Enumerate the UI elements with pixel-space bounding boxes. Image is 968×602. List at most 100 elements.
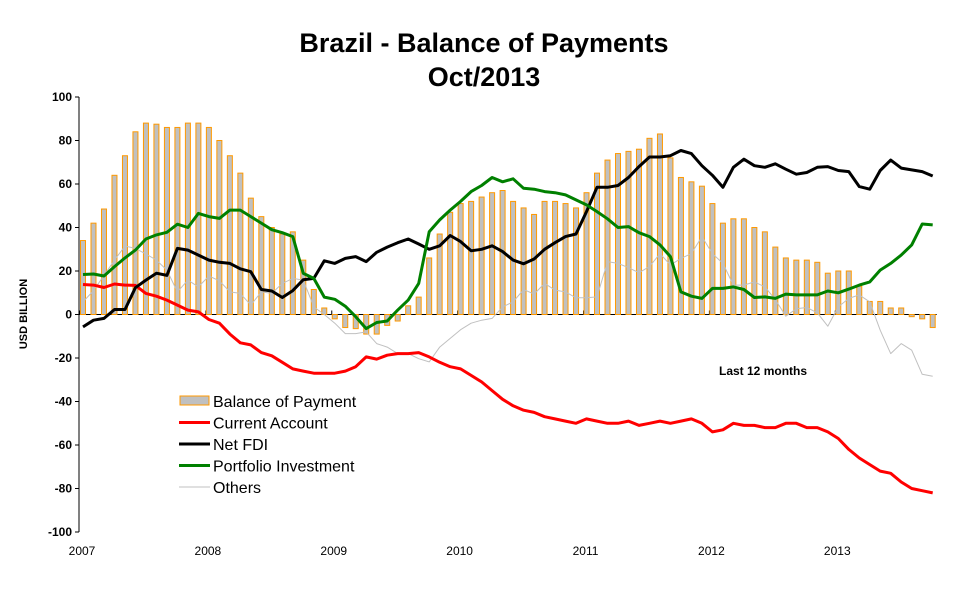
bar (573, 207, 580, 315)
x-tick-label: 2011 (573, 544, 599, 558)
bar (845, 270, 852, 315)
bar (908, 314, 915, 318)
y-axis-label: USD BILLION (18, 279, 30, 349)
bar (677, 176, 684, 315)
legend-label: Current Account (213, 416, 328, 433)
x-tick-label: 2012 (698, 544, 725, 558)
bar (614, 153, 621, 315)
bar (468, 200, 475, 315)
bar (552, 200, 559, 315)
y-tick-label: -80 (55, 482, 73, 496)
legend-label: Balance of Payment (213, 394, 357, 411)
bar (824, 272, 831, 315)
bar (121, 155, 128, 315)
bar (793, 259, 800, 315)
series-lines (82, 149, 934, 495)
bar (216, 140, 223, 315)
bar (457, 203, 464, 315)
bar (436, 233, 443, 315)
bars-balance-of-payment (80, 122, 936, 335)
bar (782, 257, 789, 316)
bar (856, 285, 863, 316)
bar (887, 307, 894, 316)
y-tick-label: 100 (52, 90, 72, 104)
x-tick-label: 2010 (446, 544, 473, 558)
bar (478, 196, 485, 315)
bar (698, 185, 705, 315)
bar (132, 131, 139, 315)
bar (625, 150, 632, 315)
y-tick-label: 80 (59, 134, 73, 148)
bar (426, 257, 433, 316)
legend-label: Net FDI (213, 437, 268, 454)
y-tick-label: -60 (55, 438, 73, 452)
legend-label: Others (213, 480, 261, 497)
bar (174, 126, 181, 315)
bar (331, 314, 338, 320)
bar (415, 296, 422, 316)
bar (772, 246, 779, 315)
bar (929, 314, 936, 329)
legend: Balance of Payment Current Account Net FDI… (179, 394, 357, 497)
bar (730, 218, 737, 315)
x-tick-label: 2007 (69, 544, 96, 558)
bar (163, 126, 170, 315)
bar (247, 197, 254, 315)
bar (268, 227, 275, 315)
bar (740, 218, 747, 315)
x-tick-label: 2008 (195, 544, 222, 558)
y-axis: 100 80 60 40 20 0 -20 -40 -60 -80 -100 (48, 90, 80, 539)
line-others (82, 236, 933, 377)
bar (751, 227, 758, 315)
bar (205, 126, 212, 315)
bar (310, 288, 317, 315)
y-tick-label: -100 (48, 525, 72, 539)
bar (226, 155, 233, 315)
bar (656, 133, 663, 315)
bar (667, 157, 674, 315)
bar (489, 192, 496, 315)
bar (688, 181, 695, 315)
bar (258, 216, 265, 315)
bar (237, 172, 244, 315)
bar (405, 305, 412, 315)
y-tick-label: -20 (55, 351, 73, 365)
bar (531, 213, 538, 315)
bar (919, 314, 926, 320)
x-axis: 2007 2008 2009 2010 2011 2012 2013 (69, 310, 937, 558)
bar (719, 222, 726, 315)
bar (342, 314, 349, 329)
bar (394, 314, 401, 322)
y-tick-label: -40 (55, 395, 73, 409)
bar (142, 122, 149, 315)
line-portfolio-investment (82, 176, 933, 331)
y-tick-label: 0 (65, 308, 72, 322)
bar (100, 208, 107, 315)
bar (90, 222, 97, 315)
chart-subtitle: Oct/2013 (428, 62, 541, 92)
y-tick-label: 60 (59, 177, 73, 191)
bar (604, 159, 611, 315)
y-tick-label: 20 (59, 264, 73, 278)
bar (363, 314, 370, 335)
bar (761, 231, 768, 316)
x-tick-label: 2009 (320, 544, 347, 558)
bar (279, 233, 286, 315)
bar (447, 211, 454, 315)
annotation-last-12-months: Last 12 months (719, 364, 807, 378)
bar (153, 123, 160, 315)
bar (520, 207, 527, 315)
bar (803, 259, 810, 315)
bar (289, 231, 296, 316)
line-net-fdi (82, 149, 934, 329)
legend-label: Portfolio Investment (213, 459, 355, 476)
bar (583, 192, 590, 315)
bar (80, 240, 86, 315)
chart-title: Brazil - Balance of Payments (299, 28, 668, 58)
bar (877, 300, 884, 316)
legend-swatch-bar (179, 395, 210, 406)
line-current-account (82, 282, 934, 495)
bar (562, 203, 569, 315)
y-tick-label: 40 (59, 221, 73, 235)
